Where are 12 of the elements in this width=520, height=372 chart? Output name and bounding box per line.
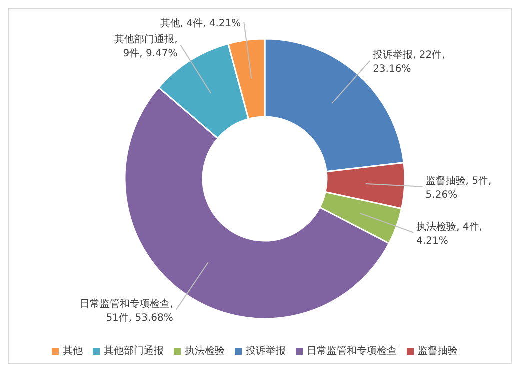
legend-label: 其他部门通报 xyxy=(104,346,164,357)
data-label: 日常监管和专项检查, 51件, 53.68% xyxy=(80,298,174,324)
legend-label: 日常监管和专项检查 xyxy=(307,346,397,357)
legend-label: 投诉举报 xyxy=(246,346,286,357)
data-label: 执法检验, 4件, 4.21% xyxy=(416,220,482,247)
data-label: 其他, 4件, 4.21% xyxy=(160,17,242,30)
data-label: 其他部门通报, 9件, 9.47% xyxy=(114,33,178,60)
legend-label: 监督抽验 xyxy=(418,346,458,357)
legend-label: 执法检验 xyxy=(185,346,225,357)
legend-label: 其他 xyxy=(63,346,83,357)
data-label: 监督抽验, 5件, 5.26% xyxy=(426,174,492,201)
data-label: 投诉举报, 22件, 23.16% xyxy=(372,49,446,75)
